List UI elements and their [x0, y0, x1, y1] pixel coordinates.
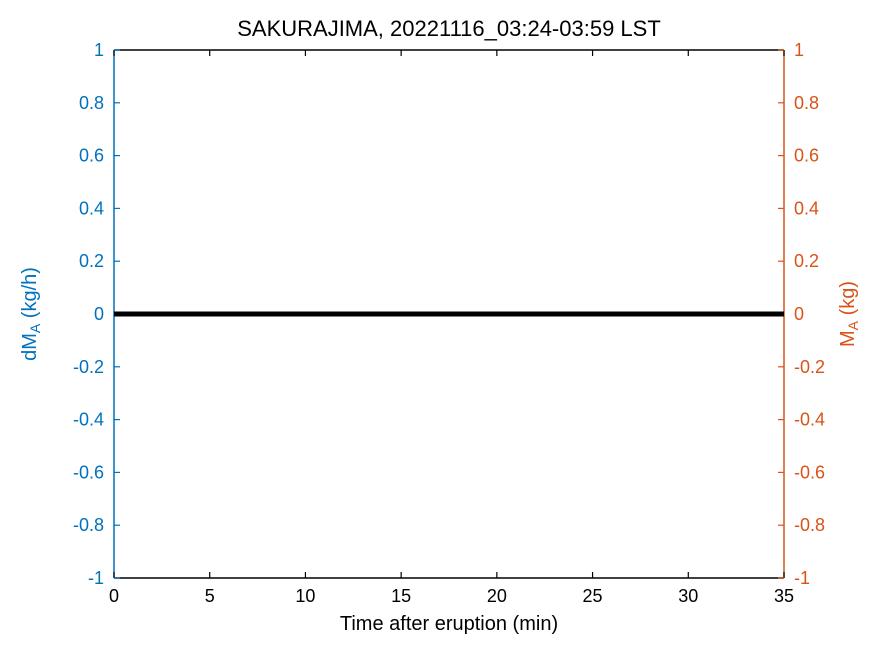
y-right-tick-label: 1: [794, 40, 804, 60]
x-tick-label: 15: [391, 586, 411, 606]
y-left-tick-label: -0.8: [73, 515, 104, 535]
y-right-tick-label: 0.2: [794, 251, 819, 271]
x-tick-label: 30: [678, 586, 698, 606]
y-left-tick-label: 0.8: [79, 93, 104, 113]
y-left-tick-label: -1: [88, 568, 104, 588]
y-right-axis-label: MA (kg): [837, 281, 861, 347]
x-tick-label: 20: [487, 586, 507, 606]
y-right-tick-label: -1: [794, 568, 810, 588]
x-tick-label: 35: [774, 586, 794, 606]
y-left-tick-label: -0.4: [73, 410, 104, 430]
y-left-tick-label: -0.6: [73, 462, 104, 482]
y-left-tick-label: -0.2: [73, 357, 104, 377]
x-tick-label: 25: [583, 586, 603, 606]
y-left-tick-label: 0.6: [79, 146, 104, 166]
y-left-axis-label: dMA (kg/h): [19, 267, 43, 361]
chart-title: SAKURAJIMA, 20221116_03:24-03:59 LST: [237, 16, 661, 41]
x-tick-label: 10: [295, 586, 315, 606]
chart-svg: SAKURAJIMA, 20221116_03:24-03:59 LST0510…: [0, 0, 875, 656]
y-right-tick-label: -0.2: [794, 357, 825, 377]
y-left-tick-label: 0.2: [79, 251, 104, 271]
y-right-tick-label: 0.6: [794, 146, 819, 166]
svg-text:MA (kg): MA (kg): [837, 281, 861, 347]
x-axis-label: Time after eruption (min): [340, 613, 558, 635]
y-left-tick-label: 0.4: [79, 198, 104, 218]
x-tick-label: 0: [109, 586, 119, 606]
y-right-tick-label: 0.4: [794, 198, 819, 218]
y-right-tick-label: 0.8: [794, 93, 819, 113]
y-left-tick-label: 1: [94, 40, 104, 60]
x-tick-label: 5: [205, 586, 215, 606]
chart-container: SAKURAJIMA, 20221116_03:24-03:59 LST0510…: [0, 0, 875, 656]
svg-text:dMA (kg/h): dMA (kg/h): [19, 267, 43, 361]
y-right-tick-label: -0.8: [794, 515, 825, 535]
y-right-tick-label: 0: [794, 304, 804, 324]
y-left-tick-label: 0: [94, 304, 104, 324]
y-right-tick-label: -0.4: [794, 410, 825, 430]
y-right-tick-label: -0.6: [794, 462, 825, 482]
